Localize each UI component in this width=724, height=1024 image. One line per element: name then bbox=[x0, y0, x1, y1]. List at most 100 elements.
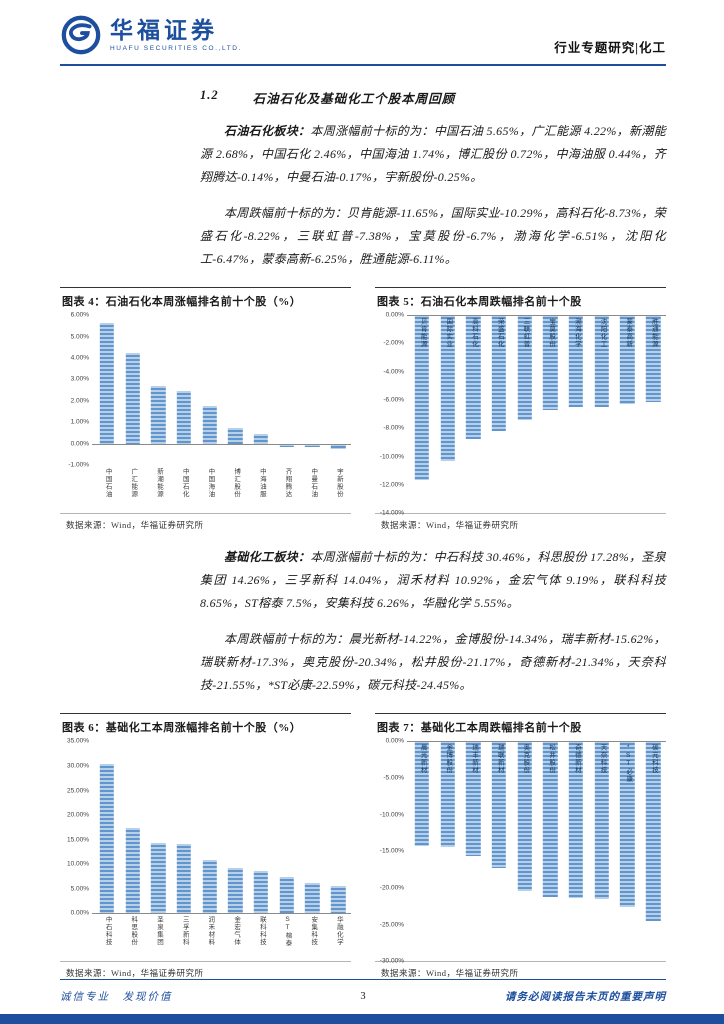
x-axis-label: 中国石化 bbox=[181, 468, 189, 499]
figure-6-source: 数据来源：Wind，华福证券研究所 bbox=[60, 961, 351, 981]
bar bbox=[466, 315, 481, 439]
x-axis-label: 宝莫股份 bbox=[547, 318, 555, 349]
paragraph-chem-gainers: 基础化工板块：本周涨幅前十标的为：中石科技 30.46%，科思股份 17.28%… bbox=[200, 546, 666, 615]
bar-column: 三联虹普 bbox=[512, 315, 538, 513]
brand: 华福证券 HUAFU SECURITIES CO.,LTD. bbox=[60, 14, 242, 56]
bar-column: 金博股份 bbox=[435, 741, 461, 961]
y-axis-tick-label: -8.00% bbox=[383, 424, 404, 432]
x-axis-label: 圣泉集团 bbox=[155, 916, 163, 947]
x-axis-label: 蒙泰高新 bbox=[624, 318, 632, 349]
bar bbox=[594, 741, 609, 900]
y-axis: 6.00% 5.00% 4.00% 3.00% 2.00% 1.00% 0.00% -1.00… bbox=[60, 311, 94, 469]
x-axis-label: 荣盛石化 bbox=[496, 318, 504, 349]
figure-4-title: 图表 4：石油石化本周涨幅排名前十个股（%） bbox=[60, 287, 351, 315]
bar-column bbox=[248, 741, 274, 914]
figure-4-source: 数据来源：Wind，华福证券研究所 bbox=[60, 513, 351, 533]
bar bbox=[228, 428, 243, 444]
bar-column bbox=[94, 741, 120, 914]
bar bbox=[228, 868, 243, 914]
bar-column bbox=[197, 315, 223, 465]
bar-column: 奥克股份 bbox=[512, 741, 538, 961]
section-heading: 1.2 石油石化及基础化工个股本周回顾 bbox=[200, 88, 666, 107]
x-axis-label: 国际实业 bbox=[444, 318, 452, 349]
x-axis-label: 高科石化 bbox=[470, 318, 478, 349]
figure-4-chart: 6.00% 5.00% 4.00% 3.00% 2.00% 1.00% 0.00% -1.00… bbox=[60, 311, 351, 513]
x-axis-label: 胜通能源 bbox=[650, 318, 658, 349]
bar-column bbox=[223, 315, 249, 465]
y-axis-tick-label: 4.00% bbox=[70, 354, 89, 362]
figure-7-source: 数据来源：Wind，华福证券研究所 bbox=[375, 961, 666, 981]
bar bbox=[517, 315, 532, 420]
bar-column bbox=[171, 741, 197, 914]
figure-6-chart: 35.00% 30.00% 25.00% 20.00% 15.00% 10.00% 5.00… bbox=[60, 737, 351, 961]
y-axis: 0.00% -5.00% -10.00% -15.00% -20.00% -25.00% -… bbox=[375, 737, 409, 965]
page-number: 3 bbox=[360, 991, 366, 1002]
bar-column: 奇德新材 bbox=[563, 741, 589, 961]
zero-axis-line bbox=[92, 443, 351, 445]
section-title: 石油石化及基础化工个股本周回顾 bbox=[252, 92, 456, 106]
bar bbox=[279, 876, 294, 914]
bar bbox=[414, 741, 430, 846]
y-axis-tick-label: 0.00% bbox=[385, 737, 404, 745]
footer-band bbox=[0, 1014, 724, 1024]
figure-5-source: 数据来源：Wind，华福证券研究所 bbox=[375, 513, 666, 533]
y-axis-tick-label: 6.00% bbox=[70, 311, 89, 319]
bar-column: 松井股份 bbox=[538, 741, 564, 961]
bar-column bbox=[274, 741, 300, 914]
bar bbox=[645, 741, 661, 921]
x-axis-label: ST榕泰 bbox=[284, 916, 292, 948]
bar bbox=[99, 763, 115, 914]
paragraph-text: 本周涨幅前十标的为：中国石油 5.65%，广汇能源 4.22%，新潮能源 2.6… bbox=[200, 124, 666, 185]
y-axis-tick-label: 0.00% bbox=[385, 311, 404, 319]
x-axis-label: 中国石油 bbox=[104, 468, 112, 499]
x-axis-label: 三孚新科 bbox=[181, 916, 189, 947]
bar bbox=[99, 322, 115, 444]
y-axis-tick-label: 3.00% bbox=[70, 375, 89, 383]
bar bbox=[466, 741, 481, 856]
bar bbox=[645, 315, 661, 402]
x-axis-label: 碳元科技 bbox=[650, 744, 658, 775]
bar-column bbox=[223, 741, 249, 914]
paragraph-lead: 石油石化板块： bbox=[224, 124, 311, 138]
x-axis-label: 联科科技 bbox=[258, 916, 266, 947]
bar-column bbox=[300, 315, 326, 465]
bar bbox=[517, 741, 532, 891]
figure-7-title: 图表 7：基础化工本周跌幅排名前十个股 bbox=[375, 713, 666, 741]
x-axis-label: 沈阳化工 bbox=[599, 318, 607, 349]
y-axis-tick-label: -15.00% bbox=[379, 847, 404, 855]
bar-column: 国际实业 bbox=[435, 315, 461, 513]
x-axis-labels: 中国石油 广汇能源 新潮能源 中国石化 中国海油 博汇股份 中海油服 齐翔腾达 中曼石油 宇新股份 bbox=[94, 465, 351, 513]
zero-axis-line bbox=[92, 913, 351, 915]
bar bbox=[543, 741, 558, 897]
y-axis-tick-label: -6.00% bbox=[383, 396, 404, 404]
bar-column: 贝肯能源 bbox=[409, 315, 435, 513]
bar bbox=[202, 859, 217, 914]
footer: 诚信专业 发现价值 3 请务必阅读报告末页的重要声明 bbox=[0, 979, 724, 1014]
paragraph-text: 本周跌幅前十标的为：晨光新材-14.22%，金博股份-14.34%，瑞丰新材-1… bbox=[200, 632, 666, 693]
y-axis-tick-label: -14.00% bbox=[379, 509, 404, 517]
bar bbox=[543, 315, 558, 410]
report-type-label: 行业专题研究|化工 bbox=[554, 41, 666, 55]
figures-row-1: 图表 4：石油石化本周涨幅排名前十个股（%） 6.00% 5.00% 4.00% 3.… bbox=[60, 287, 666, 533]
y-axis-tick-label: 35.00% bbox=[66, 737, 89, 745]
figure-4: 图表 4：石油石化本周涨幅排名前十个股（%） 6.00% 5.00% 4.00% 3.… bbox=[60, 287, 351, 533]
x-axis-label: 新潮能源 bbox=[155, 468, 163, 499]
bar-column bbox=[145, 315, 171, 465]
bar-column bbox=[197, 741, 223, 914]
x-axis-label: 晨光新材 bbox=[419, 744, 427, 775]
figures-row-2: 图表 6：基础化工本周涨幅排名前十个股（%） 35.00% 30.00% 25.00… bbox=[60, 713, 666, 981]
x-axis-label: 中曼石油 bbox=[309, 468, 317, 499]
bar-column: 瑞联新材 bbox=[486, 741, 512, 961]
bar bbox=[491, 315, 507, 432]
bar bbox=[305, 882, 320, 914]
bar-column: 宝莫股份 bbox=[538, 315, 564, 513]
y-axis-tick-label: 1.00% bbox=[70, 418, 89, 426]
bar bbox=[414, 315, 430, 480]
y-axis-tick-label: -4.00% bbox=[383, 368, 404, 376]
brand-subtitle: HUAFU SECURITIES CO.,LTD. bbox=[110, 45, 242, 53]
figure-6: 图表 6：基础化工本周涨幅排名前十个股（%） 35.00% 30.00% 25.00… bbox=[60, 713, 351, 981]
figure-7: 图表 7：基础化工本周跌幅排名前十个股 0.00% -5.00% -10.00% -1… bbox=[375, 713, 666, 981]
bar-column: 沈阳化工 bbox=[589, 315, 615, 513]
bar-column bbox=[120, 315, 146, 465]
y-axis-tick-label: 5.00% bbox=[70, 885, 89, 893]
